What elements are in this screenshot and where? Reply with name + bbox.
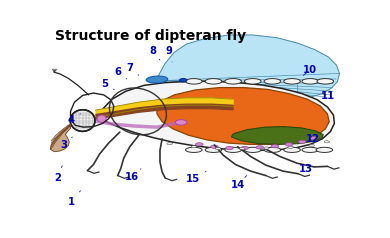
Ellipse shape [186, 147, 202, 153]
Ellipse shape [211, 145, 218, 149]
Ellipse shape [317, 79, 333, 84]
Ellipse shape [241, 146, 248, 150]
Text: 8: 8 [149, 46, 160, 60]
Ellipse shape [97, 115, 106, 122]
Ellipse shape [285, 143, 293, 146]
Text: 16: 16 [125, 169, 141, 182]
Ellipse shape [215, 148, 221, 150]
Text: 6: 6 [114, 67, 127, 79]
Ellipse shape [264, 147, 269, 149]
Ellipse shape [191, 146, 197, 148]
Text: 9: 9 [166, 46, 172, 62]
Text: 13: 13 [299, 161, 313, 174]
Ellipse shape [205, 147, 222, 153]
Ellipse shape [176, 120, 187, 125]
Ellipse shape [309, 144, 314, 147]
Ellipse shape [298, 140, 306, 144]
Ellipse shape [245, 79, 261, 84]
Text: Structure of dipteran fly: Structure of dipteran fly [55, 30, 246, 44]
Ellipse shape [302, 79, 319, 84]
Ellipse shape [271, 144, 278, 148]
Polygon shape [157, 88, 329, 144]
Text: 15: 15 [186, 171, 206, 184]
Ellipse shape [167, 143, 172, 145]
Text: 1: 1 [68, 191, 80, 207]
Ellipse shape [284, 79, 300, 84]
Ellipse shape [205, 79, 222, 84]
Polygon shape [155, 35, 340, 100]
Ellipse shape [245, 147, 261, 153]
Ellipse shape [239, 148, 245, 150]
Ellipse shape [146, 76, 168, 83]
Text: 12: 12 [306, 134, 320, 144]
Ellipse shape [316, 147, 333, 153]
Ellipse shape [225, 147, 241, 153]
Ellipse shape [264, 147, 281, 153]
Ellipse shape [186, 79, 202, 84]
Polygon shape [50, 125, 71, 152]
Ellipse shape [284, 147, 300, 153]
Ellipse shape [195, 143, 203, 146]
Ellipse shape [165, 86, 179, 91]
Ellipse shape [179, 78, 187, 82]
Ellipse shape [226, 146, 233, 150]
Text: 5: 5 [101, 79, 114, 89]
Ellipse shape [288, 146, 293, 149]
Ellipse shape [70, 110, 95, 131]
Text: 11: 11 [321, 91, 335, 101]
Ellipse shape [302, 147, 319, 153]
Text: 7: 7 [126, 63, 139, 75]
Text: 10: 10 [303, 65, 317, 75]
Ellipse shape [324, 141, 330, 143]
Text: 2: 2 [54, 166, 62, 183]
Text: 3: 3 [60, 137, 72, 150]
Polygon shape [232, 127, 323, 144]
Text: 14: 14 [230, 176, 247, 190]
Polygon shape [97, 81, 334, 150]
Ellipse shape [309, 137, 317, 140]
Ellipse shape [264, 79, 281, 84]
Ellipse shape [225, 79, 241, 84]
Ellipse shape [256, 146, 264, 149]
Text: 4: 4 [68, 114, 80, 125]
